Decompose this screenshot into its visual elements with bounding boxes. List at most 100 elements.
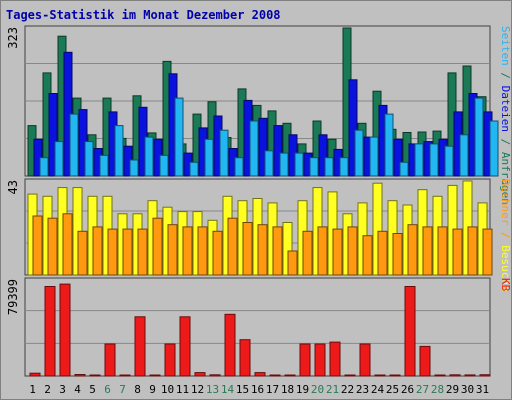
day-label: 22 [341,383,354,396]
bar-dateien-day-17 [273,125,283,177]
day-label: 15 [236,383,249,396]
bar-kb-day-15 [239,339,251,377]
bar-seiten-day-25 [399,161,409,177]
bar-rechner-day-6 [107,228,118,276]
day-label: 5 [89,383,96,396]
bar-seiten-day-23 [369,136,379,177]
day-label: 1 [29,383,36,396]
panel-bottom: 79399 KB [6,277,512,377]
panel-top-max-label: 323 [6,27,20,49]
bar-dateien-day-22 [348,79,358,177]
day-label: 12 [191,383,204,396]
day-label: 31 [476,383,489,396]
panel-middle-series-label: Rechner / Besuche [499,179,512,292]
day-label: 6 [104,383,111,396]
day-label: 10 [161,383,174,396]
day-label: 8 [134,383,141,396]
day-label: 29 [446,383,459,396]
day-label: 13 [206,383,219,396]
bar-rechner-day-21 [332,228,343,276]
bar-dateien-day-25 [393,138,403,177]
bar-seiten-day-26 [414,143,424,177]
bar-rechner-day-28 [437,226,448,276]
bar-kb-day-19 [299,343,311,377]
bar-rechner-day-7 [122,228,133,276]
bar-rechner-day-17 [272,226,283,276]
bar-kb-day-20 [314,343,326,377]
bar-seiten-day-1 [39,157,49,177]
bar-kb-day-9 [149,374,161,377]
bar-kb-day-30 [464,374,476,377]
day-label: 19 [296,383,309,396]
bar-seiten-day-11 [189,161,199,177]
bar-seiten-day-24 [384,113,394,177]
bar-kb-day-2 [44,286,56,377]
bar-seiten-day-21 [339,157,349,177]
bar-rechner-day-19 [302,230,313,276]
bar-kb-day-7 [119,374,131,377]
bar-rechner-day-15 [242,222,253,276]
day-label: 28 [431,383,444,396]
bar-kb-day-23 [359,343,371,377]
day-label: 24 [371,383,385,396]
bar-kb-day-25 [389,374,401,377]
bar-seiten-day-17 [279,152,289,177]
bar-kb-day-26 [404,286,416,377]
bar-rechner-day-4 [77,230,88,276]
bar-seiten-day-12 [204,138,214,177]
bar-kb-day-14 [224,313,236,377]
day-label: 20 [311,383,324,396]
day-label: 9 [149,383,156,396]
day-label: 16 [251,383,264,396]
bar-seiten-day-18 [294,152,304,177]
bar-kb-day-21 [329,341,341,377]
bar-dateien-day-2 [48,93,58,177]
bar-rechner-day-11 [182,226,193,276]
bar-seiten-day-30 [474,97,484,177]
day-axis: 1 2 3 4 5 6 7 8 9 10 11 12 13 14 15 16 17 18 19 20 21 22 23 24 2… [29,383,489,396]
bar-rechner-day-31 [482,228,493,276]
bar-seiten-day-16 [264,150,274,177]
bar-rechner-day-26 [407,224,418,276]
bar-kb-day-17 [269,374,281,377]
bar-rechner-day-1 [32,215,43,276]
bar-kb-day-10 [164,343,176,377]
bar-seiten-day-20 [324,157,334,177]
bar-kb-day-4 [74,374,86,377]
chart-title: Tages-Statistik im Monat Dezember 2008 [6,8,281,22]
bar-seiten-day-14 [234,157,244,177]
bar-kb-day-1 [29,372,41,377]
bar-kb-day-11 [179,316,191,377]
day-label: 11 [176,383,189,396]
bar-rechner-day-18 [287,250,298,276]
bar-rechner-day-23 [362,235,373,276]
bar-rechner-day-9 [152,217,163,276]
bar-rechner-day-16 [257,224,268,276]
bar-seiten-day-7 [129,159,139,177]
day-label: 23 [356,383,369,396]
bar-seiten-day-13 [219,129,229,177]
bar-kb-day-5 [89,374,101,377]
panel-top-series-label: Seiten / Dateien / Anfragen [499,26,512,205]
bar-kb-day-13 [209,374,221,377]
bar-seiten-day-27 [429,143,439,177]
day-label: 4 [74,383,81,396]
bar-kb-day-22 [344,374,356,377]
day-label: 14 [221,383,235,396]
day-label: 18 [281,383,294,396]
bar-seiten-day-9 [159,154,169,177]
bar-rechner-day-20 [317,226,328,276]
bar-kb-day-18 [284,374,296,377]
bar-rechner-day-13 [212,230,223,276]
bar-rechner-day-2 [47,217,58,276]
bar-kb-day-16 [254,372,266,377]
panel-middle-max-label: 43 [6,180,20,194]
bar-dateien-day-20 [318,134,328,177]
bar-rechner-day-29 [452,228,463,276]
bar-seiten-day-28 [444,145,454,177]
bar-rechner-day-25 [392,233,403,276]
bar-dateien-day-16 [258,117,268,177]
bar-seiten-day-31 [489,120,499,177]
day-label: 25 [386,383,399,396]
